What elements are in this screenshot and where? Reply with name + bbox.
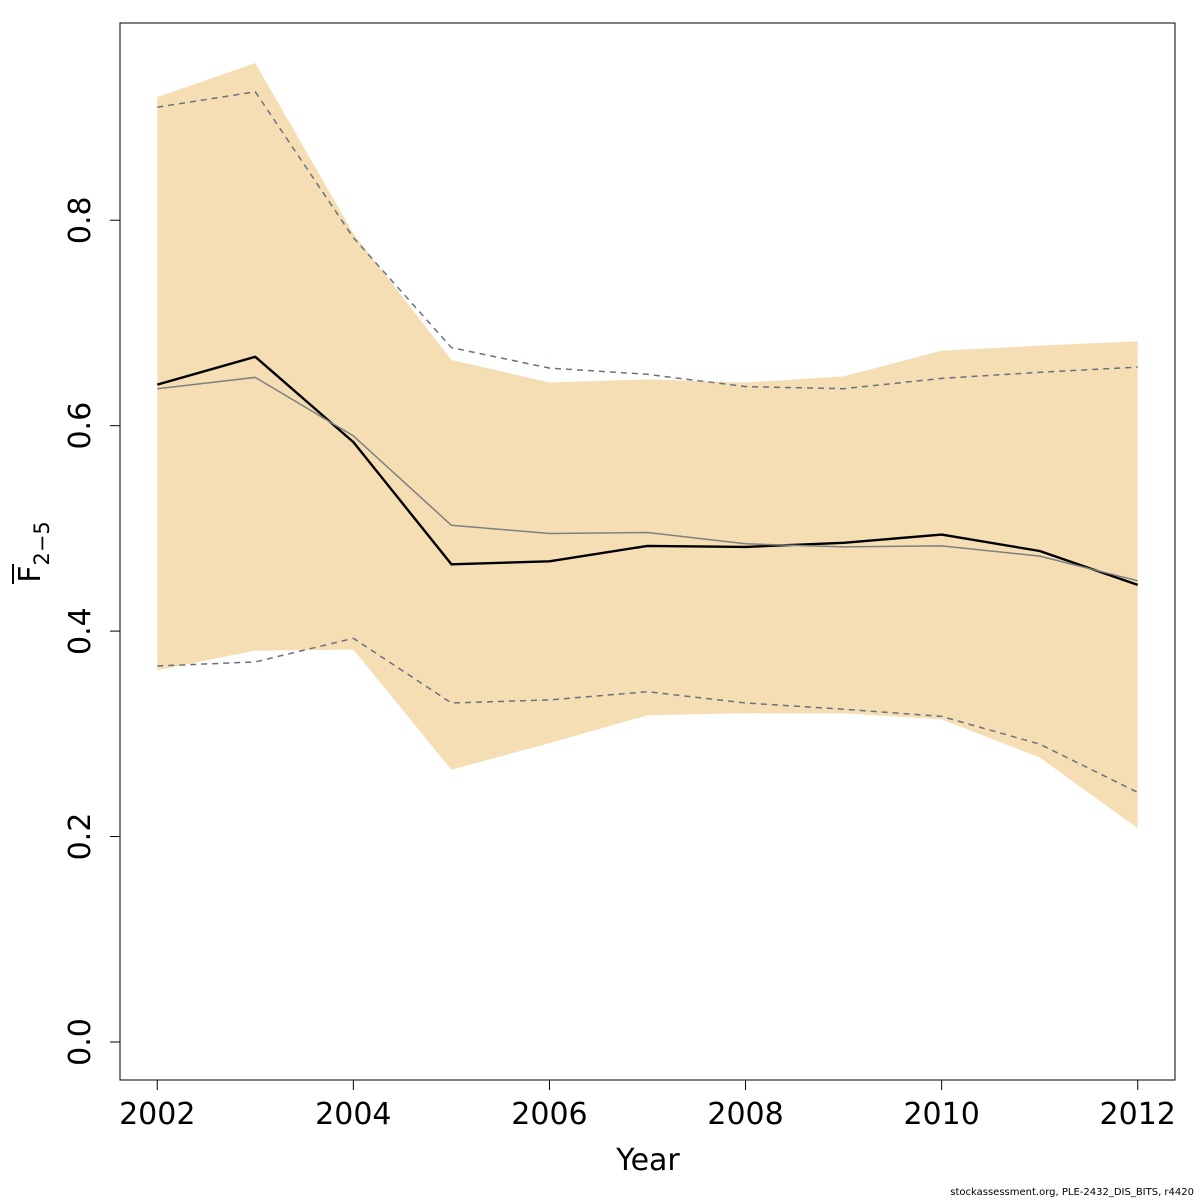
x-axis-title: Year bbox=[615, 1143, 680, 1178]
credit-text: stockassessment.org, PLE-2432_DIS_BITS, … bbox=[950, 1187, 1194, 1198]
y-tick-label: 0.8 bbox=[63, 196, 98, 244]
y-tick-label: 0.6 bbox=[63, 402, 98, 450]
y-axis-title-main: F bbox=[13, 566, 48, 583]
confidence-band bbox=[157, 63, 1138, 829]
series-layer bbox=[156, 91, 1139, 794]
y-axis-title: F2−5 bbox=[12, 521, 54, 584]
confidence-band-layer bbox=[157, 63, 1138, 829]
y-axis: 0.0 0.2 0.4 0.6 0.8 bbox=[63, 196, 121, 1066]
x-tick-label: 2002 bbox=[119, 1097, 195, 1132]
alternative-estimate-line bbox=[157, 376, 1138, 582]
svg-text:F2−5: F2−5 bbox=[13, 521, 54, 583]
y-tick-label: 0.2 bbox=[63, 813, 98, 861]
x-axis: 2002 2004 2006 2008 2010 2012 bbox=[119, 1079, 1176, 1132]
x-tick-label: 2012 bbox=[1100, 1097, 1176, 1132]
x-tick-label: 2008 bbox=[707, 1097, 783, 1132]
upper-bound-dashed-line bbox=[157, 91, 1138, 390]
x-tick-label: 2010 bbox=[903, 1097, 979, 1132]
x-tick-label: 2004 bbox=[315, 1097, 391, 1132]
y-tick-label: 0.0 bbox=[63, 1018, 98, 1066]
lower-bound-dashed-line bbox=[157, 637, 1139, 794]
y-tick-label: 0.4 bbox=[63, 607, 98, 655]
x-tick-label: 2006 bbox=[511, 1097, 587, 1132]
y-axis-title-subscript: 2−5 bbox=[30, 521, 54, 565]
estimate-line bbox=[156, 355, 1139, 587]
